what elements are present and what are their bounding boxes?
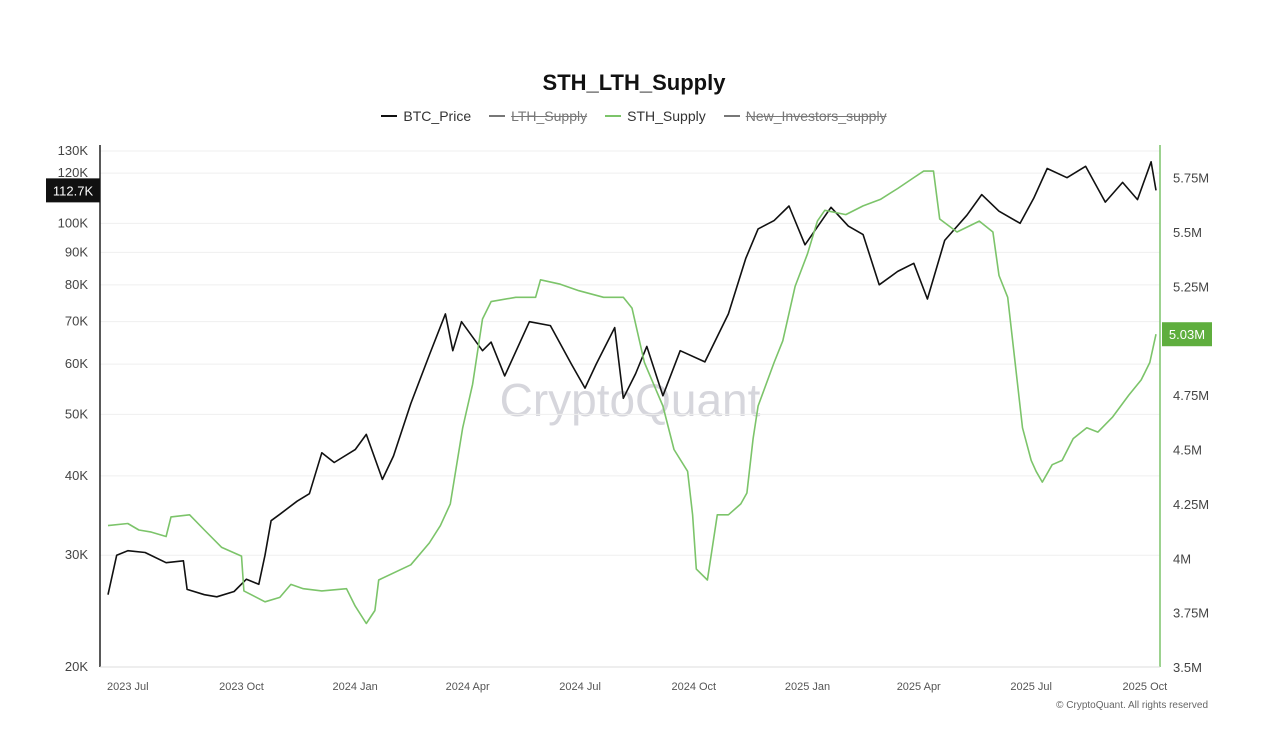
x-axis-tick-label: 2023 Oct bbox=[219, 681, 264, 693]
btc-price-last-value-box bbox=[46, 178, 100, 203]
left-axis-tick-label: 40K bbox=[65, 468, 88, 483]
legend-swatch-sth-supply bbox=[605, 115, 622, 117]
left-axis-tick-label: 20K bbox=[65, 659, 88, 674]
left-axis-tick-label: 80K bbox=[65, 277, 88, 292]
right-axis-tick-label: 5.25M bbox=[1173, 279, 1209, 294]
right-axis-tick-label: 4.25M bbox=[1173, 497, 1209, 512]
left-axis-tick-label: 130K bbox=[58, 143, 89, 158]
x-axis-tick-label: 2025 Jul bbox=[1010, 681, 1052, 693]
legend-swatch-new-investors-supply bbox=[723, 115, 740, 117]
series-lines bbox=[107, 161, 1157, 625]
x-axis-tick-label: 2025 Apr bbox=[897, 681, 941, 693]
x-axis-tick-label: 2024 Jan bbox=[333, 681, 378, 693]
legend-label-new-investors-supply: New_Investors_supply bbox=[745, 108, 887, 124]
x-axis-tick-label: 2025 Jan bbox=[785, 681, 830, 693]
left-axis-tick-label: 70K bbox=[65, 314, 88, 329]
right-axis-tick-label: 4.5M bbox=[1173, 443, 1202, 458]
series-line-btc-price bbox=[107, 161, 1157, 598]
x-axis-tick-label: 2024 Apr bbox=[446, 681, 490, 693]
sth-supply-last-value-box bbox=[1162, 322, 1212, 347]
legend-item-btc-price[interactable]: BTC_Price bbox=[381, 108, 471, 124]
left-axis-tick-label: 120K bbox=[58, 165, 89, 180]
chart-title: STH_LTH_Supply bbox=[542, 70, 726, 95]
axes: 130K 120K 100K 90K 80K 70K 60K 50K 40K 30K 20K 5.75… bbox=[58, 143, 1210, 693]
series-line-sth-supply bbox=[107, 170, 1157, 625]
right-axis-tick-label: 3.5M bbox=[1173, 660, 1202, 675]
copyright-text: © CryptoQuant. All rights reserved bbox=[1056, 700, 1208, 711]
x-axis-tick-label: 2024 Oct bbox=[671, 681, 716, 693]
x-axis-tick-label: 2025 Oct bbox=[1123, 681, 1168, 693]
legend-label-btc-price: BTC_Price bbox=[403, 108, 472, 124]
legend-item-new-investors-supply[interactable]: New_Investors_supply bbox=[723, 108, 887, 124]
value-labels: 112.7K 5.03M bbox=[46, 178, 1212, 347]
left-axis-tick-label: 60K bbox=[65, 356, 88, 371]
btc-price-last-value: 112.7K bbox=[53, 183, 94, 198]
legend-swatch-btc-price bbox=[381, 115, 398, 117]
right-axis-tick-label: 5.75M bbox=[1173, 171, 1209, 186]
x-axis-tick-label: 2023 Jul bbox=[107, 681, 149, 693]
legend-item-lth-supply[interactable]: LTH_Supply bbox=[489, 108, 587, 124]
right-axis-tick-label: 5.5M bbox=[1173, 225, 1202, 240]
legend-swatch-lth-supply bbox=[489, 115, 506, 117]
left-axis-tick-label: 50K bbox=[65, 406, 88, 421]
right-axis-tick-label: 4M bbox=[1173, 551, 1191, 566]
watermark-text: CryptoQuant bbox=[500, 374, 761, 426]
legend-item-sth-supply[interactable]: STH_Supply bbox=[605, 108, 706, 124]
legend-label-lth-supply: LTH_Supply bbox=[511, 108, 588, 124]
left-axis-tick-label: 100K bbox=[58, 215, 89, 230]
left-axis-tick-label: 30K bbox=[65, 547, 88, 562]
chart-legend: BTC_Price LTH_Supply STH_Supply New_Inve… bbox=[0, 108, 1268, 124]
x-axis-tick-label: 2024 Jul bbox=[559, 681, 601, 693]
right-axis-tick-label: 4.75M bbox=[1173, 388, 1209, 403]
right-axis-tick-label: 3.75M bbox=[1173, 606, 1209, 621]
sth-supply-last-value: 5.03M bbox=[1169, 327, 1205, 342]
left-axis-tick-label: 90K bbox=[65, 244, 88, 259]
legend-label-sth-supply: STH_Supply bbox=[627, 108, 706, 124]
